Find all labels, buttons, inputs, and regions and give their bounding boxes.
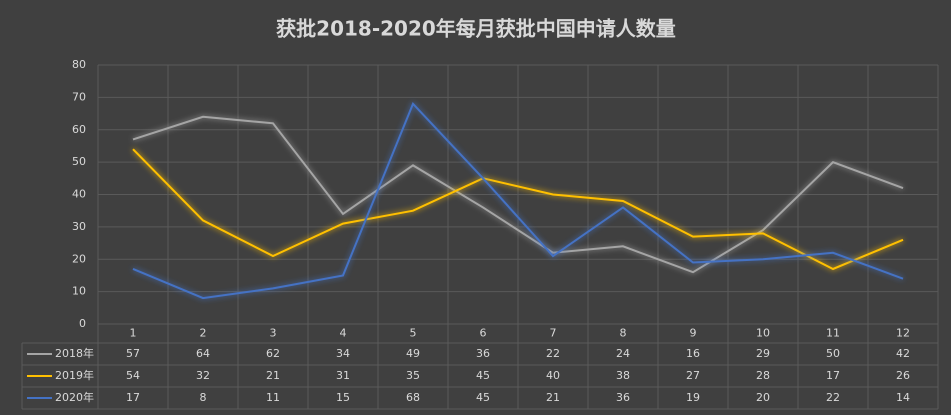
table-value: 45 (476, 369, 490, 382)
table-value: 27 (686, 369, 700, 382)
table-value: 38 (616, 369, 630, 382)
table-value: 68 (406, 391, 420, 404)
y-tick-label: 80 (72, 58, 86, 71)
y-tick-label: 40 (72, 188, 86, 201)
table-value: 8 (200, 391, 207, 404)
table-value: 16 (686, 347, 700, 360)
table-value: 57 (126, 347, 140, 360)
table-value: 14 (896, 391, 910, 404)
x-tick-label: 8 (620, 327, 627, 340)
table-value: 29 (756, 347, 770, 360)
table-value: 22 (826, 391, 840, 404)
y-tick-label: 10 (72, 285, 86, 298)
legend-label: 2019年 (55, 368, 94, 382)
table-value: 17 (826, 369, 840, 382)
x-tick-label: 2 (200, 327, 207, 340)
table-value: 20 (756, 391, 770, 404)
table-value: 28 (756, 369, 770, 382)
x-tick-label: 11 (826, 327, 840, 340)
table-value: 11 (266, 391, 280, 404)
y-tick-label: 50 (72, 155, 86, 168)
x-tick-label: 7 (550, 327, 557, 340)
table-value: 31 (336, 369, 350, 382)
table-value: 35 (406, 369, 420, 382)
table-value: 49 (406, 347, 420, 360)
chart-title: 获批2018-2020年每月获批中国申请人数量 (276, 17, 676, 41)
table-value: 19 (686, 391, 700, 404)
series-line (132, 115, 904, 274)
y-tick-label: 70 (72, 90, 86, 103)
series-line (132, 102, 904, 300)
table-value: 22 (546, 347, 560, 360)
y-tick-label: 30 (72, 220, 86, 233)
table-value: 50 (826, 347, 840, 360)
x-tick-label: 4 (340, 327, 347, 340)
table-value: 26 (896, 369, 910, 382)
table-value: 40 (546, 369, 560, 382)
y-tick-label: 20 (72, 252, 86, 265)
table-value: 45 (476, 391, 490, 404)
table-value: 21 (546, 391, 560, 404)
x-tick-label: 9 (690, 327, 697, 340)
legend-label: 2020年 (55, 390, 94, 404)
table-value: 24 (616, 347, 630, 360)
table-value: 62 (266, 347, 280, 360)
table-value: 15 (336, 391, 350, 404)
table-value: 32 (196, 369, 210, 382)
table-value: 42 (896, 347, 910, 360)
x-tick-label: 5 (410, 327, 417, 340)
x-tick-label: 10 (756, 327, 770, 340)
legend-label: 2018年 (55, 346, 94, 360)
table-value: 21 (266, 369, 280, 382)
y-tick-label: 0 (79, 317, 86, 330)
series-line (132, 148, 904, 271)
table-value: 54 (126, 369, 140, 382)
x-tick-label: 12 (896, 327, 910, 340)
x-tick-label: 6 (480, 327, 487, 340)
table-value: 36 (476, 347, 490, 360)
table-value: 36 (616, 391, 630, 404)
table-value: 64 (196, 347, 210, 360)
y-tick-label: 60 (72, 123, 86, 136)
x-tick-label: 1 (130, 327, 137, 340)
table-value: 17 (126, 391, 140, 404)
table-value: 34 (336, 347, 350, 360)
x-tick-label: 3 (270, 327, 277, 340)
